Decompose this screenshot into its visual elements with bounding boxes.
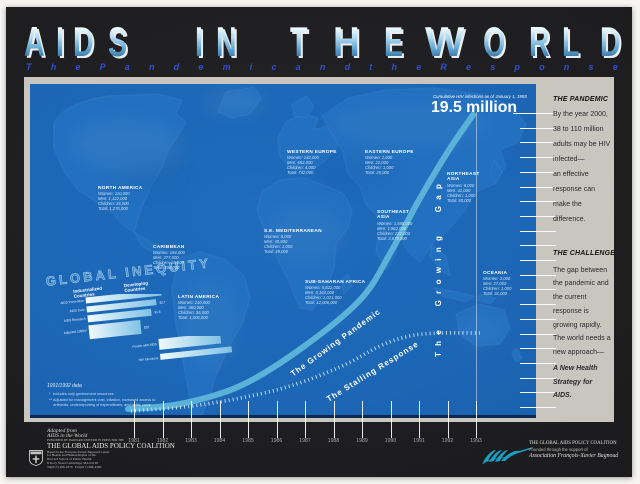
svg-text:$20: $20 [144, 325, 150, 330]
svg-text:$2.7: $2.7 [159, 300, 166, 305]
svg-text:AIDS Prevention: AIDS Prevention [60, 299, 84, 305]
svg-text:Adjusted 1990s*: Adjusted 1990s* [64, 328, 88, 334]
svg-text:HIV Infections: HIV Infections [138, 356, 159, 362]
svg-text:AIDS Care: AIDS Care [69, 308, 85, 314]
svg-text:People with AIDS: People with AIDS [132, 342, 157, 349]
svg-text:$1.6: $1.6 [154, 310, 161, 315]
svg-text:AIDS Research: AIDS Research [64, 317, 86, 323]
svg-text:$1.5: $1.5 [164, 294, 171, 295]
